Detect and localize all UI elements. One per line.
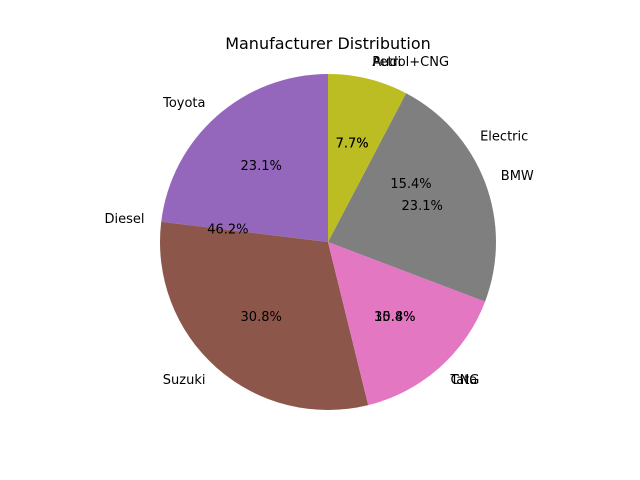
slice-label-audi: Audi: [372, 55, 401, 70]
slice-label-bmw: BMW: [501, 169, 534, 184]
slice-percent-diesel: 46.2%: [207, 222, 248, 237]
pie-slice-bmw: [328, 93, 496, 302]
slice-percent-bmw: 23.1%: [402, 199, 443, 214]
pie-slices: [159, 74, 496, 411]
pie-slice-audi: [328, 74, 407, 242]
slice-percent-petrol-cng: 7.7%: [336, 137, 369, 152]
pie-labels: Toyota 23.1% Suzuki 30.8% Tata 15.4% BMW 23.1% A…: [104, 55, 533, 388]
slice-label-toyota: Toyota: [162, 96, 205, 111]
slice-label-suzuki: Suzuki: [163, 373, 206, 388]
slice-percent-audi: 7.7%: [336, 137, 369, 152]
slice-percent-tata: 15.4%: [374, 310, 415, 325]
chart-title: Manufacturer Distribution: [225, 34, 431, 53]
slice-percent-cng: 30.8%: [374, 310, 415, 325]
pie-slice-tata: [328, 242, 486, 406]
slice-label-petrol-cng: Petrol+CNG: [372, 55, 449, 70]
slice-percent-suzuki: 30.8%: [241, 310, 282, 325]
slice-label-tata: Tata: [450, 373, 478, 388]
pie-slice-suzuki: [159, 221, 369, 411]
slice-label-electric: Electric: [480, 130, 528, 145]
slice-percent-electric: 15.4%: [390, 177, 431, 192]
pie-slice-toyota: [161, 74, 328, 242]
slice-label-cng: CNG: [451, 373, 480, 388]
slice-percent-toyota: 23.1%: [241, 159, 282, 174]
slice-label-diesel: Diesel: [104, 212, 144, 227]
